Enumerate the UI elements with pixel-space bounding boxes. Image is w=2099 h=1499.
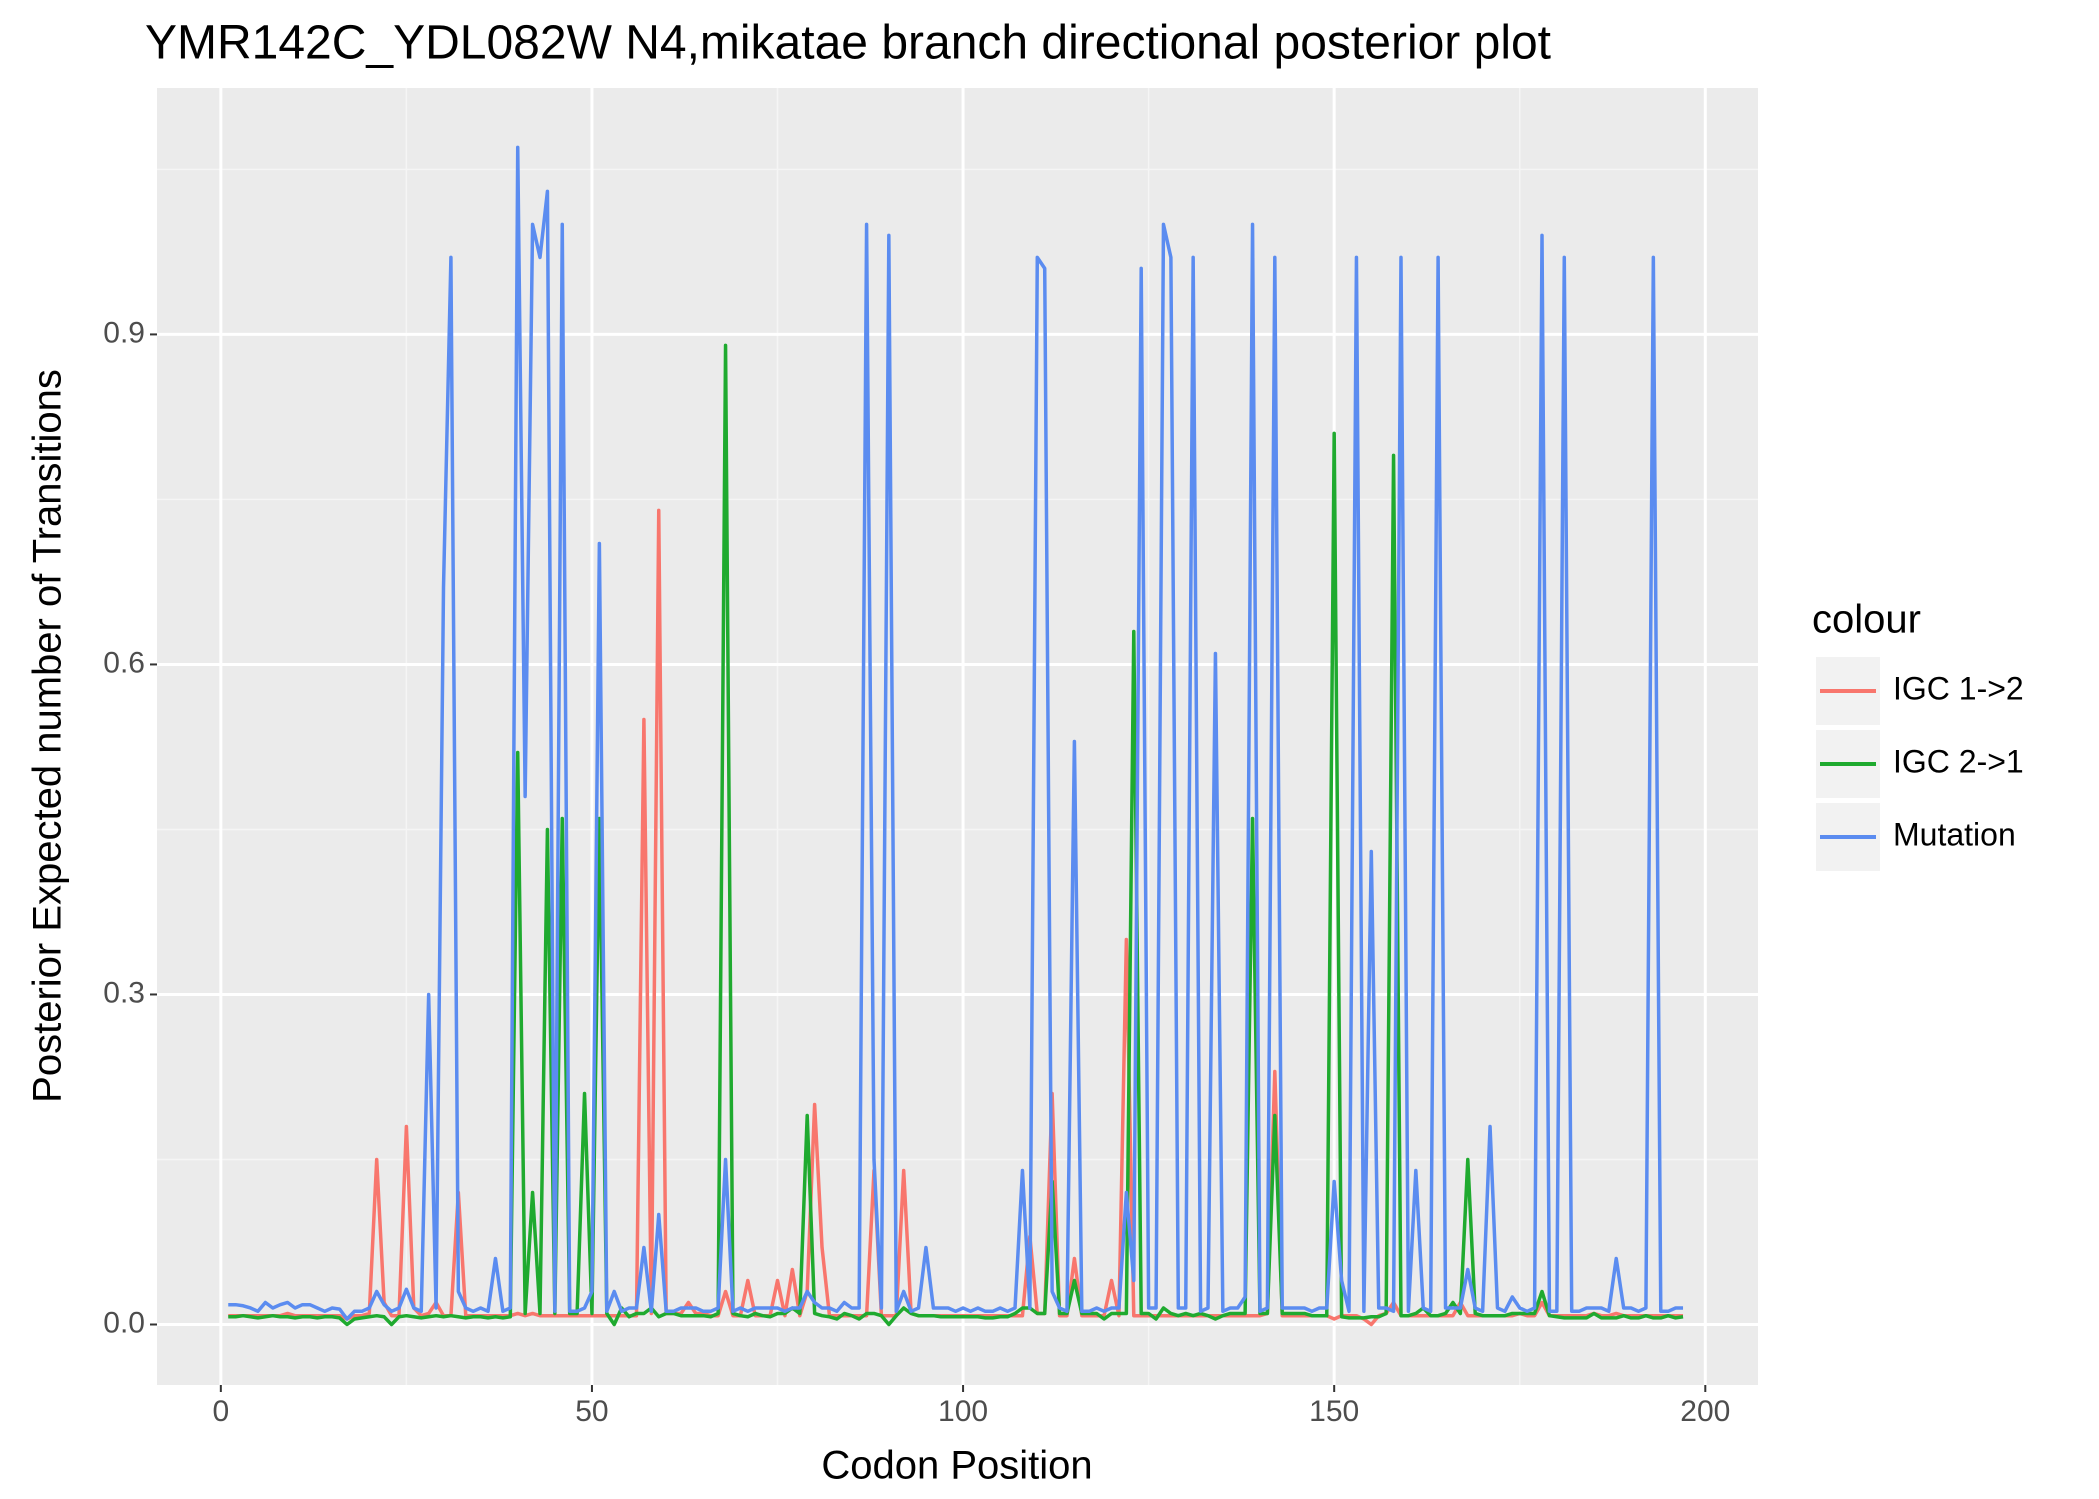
x-tick-label: 100 bbox=[938, 1395, 988, 1428]
x-tick-label: 50 bbox=[575, 1395, 608, 1428]
chart-title: YMR142C_YDL082W N4,mikatae branch direct… bbox=[145, 17, 1551, 70]
x-tick-label: 200 bbox=[1680, 1395, 1730, 1428]
y-axis-label: Posterior Expected number of Transitions bbox=[26, 369, 70, 1103]
legend-label: IGC 1->2 bbox=[1893, 670, 2024, 706]
x-tick-label: 0 bbox=[212, 1395, 229, 1428]
y-tick-label: 0.6 bbox=[103, 646, 145, 679]
y-tick-label: 0.0 bbox=[103, 1306, 145, 1339]
legend-label: IGC 2->1 bbox=[1893, 743, 2024, 779]
legend-label: Mutation bbox=[1893, 816, 2016, 852]
legend-title: colour bbox=[1812, 598, 1921, 642]
y-tick-label: 0.3 bbox=[103, 976, 145, 1009]
x-tick-label: 150 bbox=[1309, 1395, 1359, 1428]
panel-background bbox=[157, 88, 1758, 1385]
x-axis-label: Codon Position bbox=[821, 1444, 1092, 1488]
series-line bbox=[228, 343, 1684, 1327]
y-tick-label: 0.9 bbox=[103, 316, 145, 349]
series-line bbox=[228, 145, 1684, 1321]
